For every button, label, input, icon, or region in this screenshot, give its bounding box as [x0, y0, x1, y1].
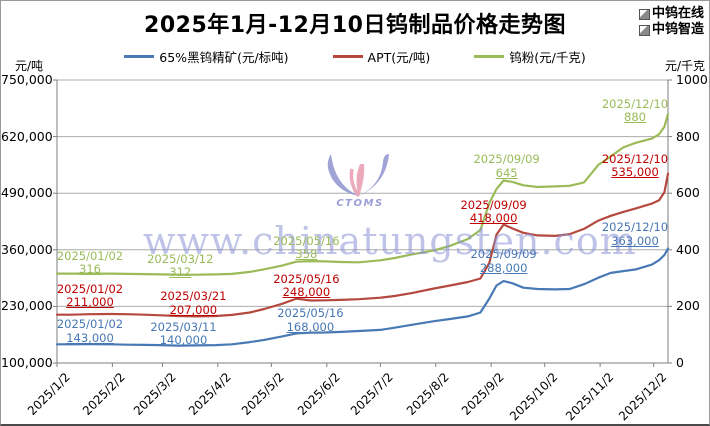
brand-chinatungsten-online: 中钨在线 — [638, 6, 704, 22]
annotation-date: 2025/09/09 — [470, 247, 537, 262]
annotation-date: 2025/12/10 — [601, 151, 669, 166]
annotation-value: 880 — [624, 110, 646, 125]
annotation-value: 207,000 — [169, 302, 218, 317]
y-axis-tick-label-left: 620,000 — [1, 128, 53, 144]
annotation-value: 288,000 — [479, 260, 528, 275]
data-annotation: 2025/09/09 645 — [465, 153, 549, 180]
legend-label: APT(元/吨) — [367, 50, 431, 65]
series-line-0 — [55, 247, 670, 347]
chart-title: 2025年1月-12月10日钨制品价格走势图 — [144, 13, 566, 38]
favicon-icon — [638, 8, 650, 20]
y-axis-tick-label-left: 230,000 — [1, 298, 53, 314]
legend-swatch-icon — [474, 55, 505, 58]
data-annotation: 2025/09/09 418,000 — [452, 197, 536, 226]
data-annotation: 2025/05/16 248,000 — [264, 271, 348, 300]
annotation-value: 248,000 — [282, 285, 331, 300]
annotation-value: 143,000 — [66, 330, 114, 345]
data-annotation: 2025/01/02 143,000 — [48, 318, 132, 345]
y-axis-tick-label-right: 0 — [676, 355, 684, 370]
data-annotation: 2025/01/02 316 — [48, 248, 132, 277]
ctoms-logo-icon: CTOMS — [327, 154, 389, 209]
legend: 65%黑钨精矿(元/标吨) APT(元/吨) 钨粉(元/千克) — [1, 47, 709, 66]
data-annotation: 2025/12/10 880 — [593, 96, 677, 125]
y-axis-tick-label-left: 100,000 — [1, 355, 53, 370]
data-annotation: 2025/01/02 211,000 — [48, 281, 132, 310]
y-axis-tick-label-left: 750,000 — [1, 72, 53, 87]
annotation-date: 2025/01/02 — [56, 248, 124, 263]
legend-item-2: 钨粉(元/千克) — [474, 47, 586, 66]
annotation-date: 2025/09/09 — [460, 197, 527, 212]
legend-label: 65%黑钨精矿(元/标吨) — [159, 50, 289, 65]
annotation-date: 2025/12/10 — [601, 220, 669, 235]
right-axis-unit-label: 元/千克 — [664, 59, 705, 73]
y-axis-tick-label-right: 200 — [676, 298, 700, 314]
data-annotation: 2025/05/16 358 — [264, 233, 348, 262]
annotation-date: 2025/12/10 — [601, 96, 669, 111]
brand-label: 中钨智造 — [651, 22, 704, 37]
annotation-date: 2025/03/21 — [160, 289, 227, 304]
data-annotation: 2025/03/21 207,000 — [151, 290, 235, 317]
annotation-value: 418,000 — [469, 211, 518, 226]
annotation-date: 2025/03/12 — [147, 251, 214, 266]
ctoms-logo-text: CTOMS — [336, 198, 383, 209]
annotation-date: 2025/01/02 — [56, 317, 124, 332]
legend-item-1: APT(元/吨) — [332, 47, 431, 66]
favicon-icon — [638, 24, 650, 36]
data-annotation: 2025/12/10 535,000 — [593, 151, 677, 180]
annotation-value: 316 — [79, 262, 101, 277]
annotation-value: 645 — [495, 165, 518, 180]
left-axis-unit-label: 元/吨 — [15, 59, 44, 73]
annotation-value: 211,000 — [66, 295, 114, 310]
data-annotation: 2025/03/11 140,000 — [141, 319, 225, 348]
annotation-value: 363,000 — [611, 233, 659, 248]
y-axis-tick-label-right: 1000 — [676, 72, 708, 87]
annotation-date: 2025/03/11 — [150, 319, 217, 334]
legend-label: 钨粉(元/千克) — [509, 50, 586, 65]
annotation-value: 312 — [169, 265, 192, 280]
data-annotation: 2025/05/16 168,000 — [268, 307, 352, 334]
annotation-date: 2025/05/16 — [277, 306, 344, 321]
brand-chinatungsten-smart: 中钨智造 — [638, 22, 704, 38]
data-annotation: 2025/12/10 363,000 — [593, 221, 677, 248]
series-line-2 — [55, 112, 670, 276]
annotation-date: 2025/01/02 — [56, 281, 124, 296]
annotation-value: 168,000 — [286, 319, 335, 334]
legend-swatch-icon — [332, 55, 363, 58]
annotation-value: 535,000 — [611, 165, 659, 180]
watermark-text: www.chinatungsten.com — [143, 219, 637, 263]
y-axis-tick-label-left: 490,000 — [1, 185, 53, 201]
brand-label: 中钨在线 — [651, 6, 704, 21]
annotation-date: 2025/09/09 — [473, 152, 540, 167]
y-axis-tick-label-right: 400 — [676, 241, 700, 257]
y-axis-tick-label-left: 360,000 — [1, 241, 53, 257]
annotation-date: 2025/05/16 — [273, 271, 340, 286]
annotation-value: 358 — [295, 247, 318, 262]
annotation-value: 140,000 — [159, 333, 208, 348]
annotation-date: 2025/05/16 — [273, 233, 340, 248]
data-annotation: 2025/09/09 288,000 — [462, 248, 546, 275]
legend-swatch-icon — [124, 55, 155, 58]
series-line-1 — [55, 172, 670, 318]
brand-marks: 中钨在线 中钨智造 — [638, 6, 704, 38]
data-annotation: 2025/03/12 312 — [138, 251, 222, 280]
legend-item-0: 65%黑钨精矿(元/标吨) — [124, 47, 289, 66]
y-axis-tick-label-right: 800 — [676, 128, 700, 144]
y-axis-tick-label-right: 600 — [676, 185, 700, 201]
